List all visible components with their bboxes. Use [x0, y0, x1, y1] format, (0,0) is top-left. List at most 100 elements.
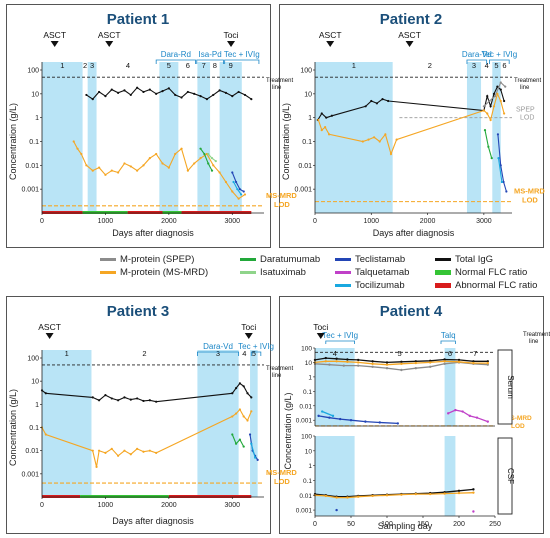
- p3-point: [246, 392, 249, 395]
- p3-point: [234, 442, 238, 445]
- p2-ytick-label: 0.1: [302, 139, 312, 146]
- p1-point: [97, 90, 101, 94]
- p3-xtick-label: 3000: [224, 502, 240, 509]
- p4-serum-series-m-protein-ms-mrd-: [314, 360, 488, 366]
- p4-point: [414, 361, 417, 365]
- p1-regimen-bracket: [224, 59, 260, 64]
- p4-point: [486, 420, 489, 423]
- p1-point: [234, 180, 238, 184]
- p3-point: [238, 408, 241, 411]
- p1-point: [199, 95, 202, 98]
- p4-point: [385, 494, 389, 497]
- p4-point: [371, 365, 374, 368]
- legend-swatch-talquetamab: [335, 271, 351, 274]
- p1-point: [104, 95, 107, 98]
- p1-point: [155, 92, 158, 95]
- p1-point: [199, 157, 202, 160]
- p1-xtick-label: 3000: [224, 218, 240, 225]
- p3-band-num-3: 3: [216, 349, 220, 358]
- p1-point: [148, 157, 151, 160]
- p3-xlabel: Days after diagnosis: [112, 516, 194, 526]
- p2-point: [327, 133, 331, 136]
- p4-point: [400, 360, 403, 364]
- p4-band-4: [315, 436, 355, 516]
- p1-point: [180, 147, 183, 150]
- legend-swatch-tocilizumab: [335, 284, 351, 287]
- p1-event-label: ASCT: [43, 30, 66, 40]
- legend-swatch-teclistamab: [335, 258, 351, 261]
- p2-band-num-3: 3: [472, 61, 476, 70]
- p4-point: [429, 492, 432, 496]
- p4-xtick-label: 0: [313, 521, 317, 528]
- legend-swatch-isatuximab: [240, 271, 256, 274]
- p2-point: [503, 99, 506, 103]
- p2-point: [486, 95, 489, 98]
- p4-point: [443, 492, 446, 495]
- p1-flc-bar-abnormal: [127, 211, 163, 214]
- p4-point: [324, 356, 327, 360]
- p1-band-num-5: 5: [167, 61, 171, 70]
- p3-point: [136, 397, 139, 400]
- p1-title: Patient 1: [107, 11, 170, 28]
- p3-point: [97, 449, 101, 452]
- p4-ytick-label: 10: [305, 448, 313, 455]
- p4-point: [396, 422, 399, 425]
- p4-facet-label-serum: Serum: [506, 375, 515, 399]
- p4-ytick-label: 0.1: [303, 478, 312, 485]
- p1-point: [186, 169, 189, 172]
- p1-point: [237, 197, 240, 200]
- p2-point: [381, 98, 384, 101]
- p3-point: [148, 449, 151, 452]
- p4-point: [357, 358, 360, 362]
- p1-event-label: Toci: [223, 30, 238, 40]
- p4-point: [443, 360, 446, 363]
- p3-point: [95, 465, 98, 468]
- p3-point: [104, 394, 107, 397]
- p4-point: [454, 408, 457, 412]
- p2-ytick-label: 100: [300, 68, 312, 75]
- p3-point: [246, 419, 249, 422]
- p2-point: [320, 112, 323, 115]
- p4-regimen-label: Tec + IVIg: [322, 331, 358, 340]
- p1-point: [161, 162, 164, 165]
- p3-point: [117, 399, 120, 402]
- p3-point: [142, 450, 145, 453]
- p4-facet-box-serum: [497, 349, 513, 425]
- p2-ytick-label: 0.01: [298, 163, 312, 170]
- p2-event-label: ASCT: [319, 30, 342, 40]
- p3-event-marker: [244, 333, 253, 339]
- p4-serum-series-total-igg: [314, 357, 488, 364]
- p4-point: [429, 361, 432, 364]
- p4-point: [364, 420, 367, 423]
- p1-point: [72, 140, 75, 143]
- p2-point: [496, 92, 499, 95]
- p4-ytick-label: 100: [301, 346, 312, 353]
- p2-point: [389, 152, 393, 156]
- p1-band-num-8: 8: [213, 61, 217, 70]
- p4-xtick-label: 50: [347, 521, 355, 528]
- p2-ytick-label: 1: [308, 115, 312, 122]
- p3-regimen-label: Dara-Vd: [203, 342, 233, 351]
- p4-band-6: [444, 348, 456, 426]
- p2-band-5: [492, 62, 501, 213]
- p3-point: [136, 447, 139, 450]
- p1-point: [214, 160, 217, 163]
- p1-point: [212, 93, 215, 97]
- p2-point: [500, 180, 503, 184]
- p3-point: [242, 385, 245, 388]
- p4-point: [378, 421, 381, 424]
- p1-point: [210, 157, 214, 160]
- p4-xtick-label: 150: [417, 521, 429, 528]
- p1-point: [236, 188, 239, 191]
- p4-point: [400, 368, 403, 372]
- p2-point: [492, 92, 496, 95]
- p1-ytick-label: 0.01: [25, 163, 39, 170]
- p4-event-marker: [316, 333, 325, 339]
- p1-flc-bar-normal: [82, 211, 128, 214]
- p1-point: [110, 88, 113, 91]
- p3-point: [250, 410, 253, 413]
- p4-point: [457, 491, 461, 495]
- p4-ytick-label: 100: [301, 434, 312, 441]
- p2-point: [497, 157, 500, 160]
- p4-xtick-label: 250: [489, 521, 501, 528]
